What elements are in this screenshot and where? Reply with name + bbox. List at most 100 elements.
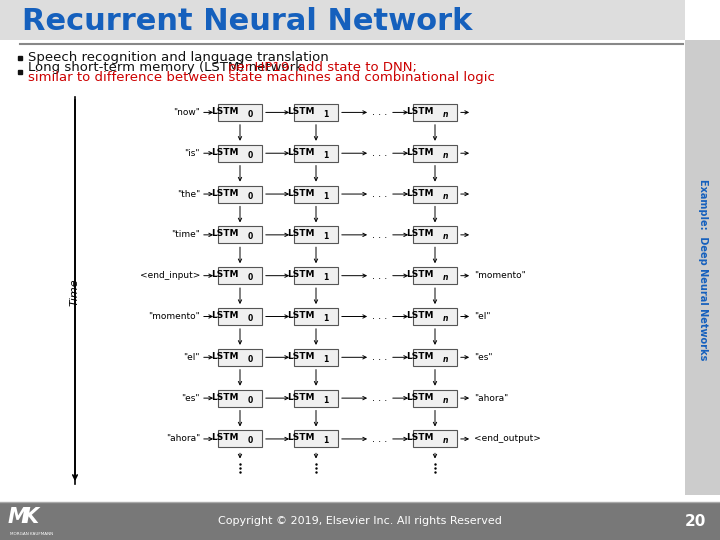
Text: Time: Time xyxy=(70,278,80,306)
Text: "el": "el" xyxy=(474,312,490,321)
Text: LSTM: LSTM xyxy=(287,230,315,238)
Text: 1: 1 xyxy=(323,232,328,241)
Text: similar to difference between state machines and combinational logic: similar to difference between state mach… xyxy=(28,71,495,84)
Bar xyxy=(294,186,338,202)
Text: "is": "is" xyxy=(184,148,200,158)
Text: n: n xyxy=(442,355,448,364)
Text: 0: 0 xyxy=(248,314,253,323)
Text: 0: 0 xyxy=(248,232,253,241)
Bar xyxy=(413,186,457,202)
Text: Example:  Deep Neural Networks: Example: Deep Neural Networks xyxy=(698,179,708,361)
Bar xyxy=(413,145,457,161)
Text: LSTM: LSTM xyxy=(407,188,434,198)
Text: . . .: . . . xyxy=(372,312,387,321)
Text: LSTM: LSTM xyxy=(212,270,239,279)
Text: LSTM: LSTM xyxy=(407,230,434,238)
Text: . . .: . . . xyxy=(372,107,387,117)
Text: 1: 1 xyxy=(323,110,328,119)
Bar xyxy=(0,0,685,40)
Text: 1: 1 xyxy=(323,314,328,323)
Bar xyxy=(294,226,338,244)
Text: Speech recognition and language translation: Speech recognition and language translat… xyxy=(28,51,329,64)
Bar xyxy=(218,186,262,202)
Text: <end_output>: <end_output> xyxy=(474,435,541,443)
Text: Long short-term memory (LSTM) network: Long short-term memory (LSTM) network xyxy=(28,62,307,75)
Text: n: n xyxy=(442,110,448,119)
Text: LSTM: LSTM xyxy=(287,352,315,361)
Text: per HP19: add state to DNN;: per HP19: add state to DNN; xyxy=(228,62,416,75)
Text: LSTM: LSTM xyxy=(212,148,239,157)
Text: n: n xyxy=(442,436,448,446)
Text: . . .: . . . xyxy=(372,393,387,403)
Text: n: n xyxy=(442,192,448,200)
Text: . . .: . . . xyxy=(372,230,387,240)
Bar xyxy=(413,226,457,244)
Text: n: n xyxy=(442,314,448,323)
Text: "ahora": "ahora" xyxy=(474,394,508,403)
Text: 0: 0 xyxy=(248,396,253,404)
Bar xyxy=(413,390,457,407)
Bar xyxy=(218,349,262,366)
Text: . . .: . . . xyxy=(372,271,387,281)
Text: LSTM: LSTM xyxy=(407,270,434,279)
Bar xyxy=(294,430,338,448)
Text: Copyright © 2019, Elsevier Inc. All rights Reserved: Copyright © 2019, Elsevier Inc. All righ… xyxy=(218,516,502,526)
Bar xyxy=(294,267,338,284)
Text: LSTM: LSTM xyxy=(407,352,434,361)
Text: LSTM: LSTM xyxy=(407,311,434,320)
Bar xyxy=(413,267,457,284)
Bar xyxy=(218,308,262,325)
Text: LSTM: LSTM xyxy=(212,311,239,320)
Text: "momento": "momento" xyxy=(148,312,200,321)
Bar xyxy=(294,390,338,407)
Text: 0: 0 xyxy=(248,110,253,119)
Text: n: n xyxy=(442,273,448,282)
Text: LSTM: LSTM xyxy=(287,188,315,198)
Text: 20: 20 xyxy=(684,514,706,529)
Text: "es": "es" xyxy=(474,353,492,362)
Bar xyxy=(294,308,338,325)
Text: <end_input>: <end_input> xyxy=(140,271,200,280)
Bar xyxy=(218,430,262,448)
Text: LSTM: LSTM xyxy=(287,393,315,402)
Text: Recurrent Neural Network: Recurrent Neural Network xyxy=(22,8,472,37)
Text: n: n xyxy=(442,232,448,241)
Text: . . .: . . . xyxy=(372,148,387,158)
Text: LSTM: LSTM xyxy=(212,230,239,238)
Text: LSTM: LSTM xyxy=(407,107,434,116)
Text: 1: 1 xyxy=(323,192,328,200)
Text: LSTM: LSTM xyxy=(212,352,239,361)
Bar xyxy=(218,390,262,407)
Text: 0: 0 xyxy=(248,355,253,364)
Bar xyxy=(218,226,262,244)
Bar xyxy=(294,349,338,366)
Text: 1: 1 xyxy=(323,273,328,282)
Text: LSTM: LSTM xyxy=(287,434,315,442)
Text: . . .: . . . xyxy=(372,434,387,444)
Text: LSTM: LSTM xyxy=(287,270,315,279)
Bar xyxy=(218,145,262,161)
Text: 0: 0 xyxy=(248,151,253,160)
Bar xyxy=(0,502,720,540)
Text: K: K xyxy=(23,507,39,527)
Bar xyxy=(5,505,65,537)
Text: "es": "es" xyxy=(181,394,200,403)
Text: LSTM: LSTM xyxy=(212,107,239,116)
Text: "el": "el" xyxy=(184,353,200,362)
Text: M: M xyxy=(8,507,29,527)
Bar xyxy=(294,145,338,161)
Text: . . .: . . . xyxy=(372,352,387,362)
Text: LSTM: LSTM xyxy=(287,107,315,116)
Text: "time": "time" xyxy=(171,231,200,239)
Bar xyxy=(413,308,457,325)
Text: 0: 0 xyxy=(248,192,253,200)
Bar xyxy=(218,267,262,284)
Text: 0: 0 xyxy=(248,273,253,282)
Text: LSTM: LSTM xyxy=(212,188,239,198)
Text: LSTM: LSTM xyxy=(212,434,239,442)
Text: 1: 1 xyxy=(323,436,328,446)
Text: LSTM: LSTM xyxy=(287,311,315,320)
Text: LSTM: LSTM xyxy=(407,393,434,402)
Text: . . .: . . . xyxy=(372,189,387,199)
Text: 0: 0 xyxy=(248,436,253,446)
